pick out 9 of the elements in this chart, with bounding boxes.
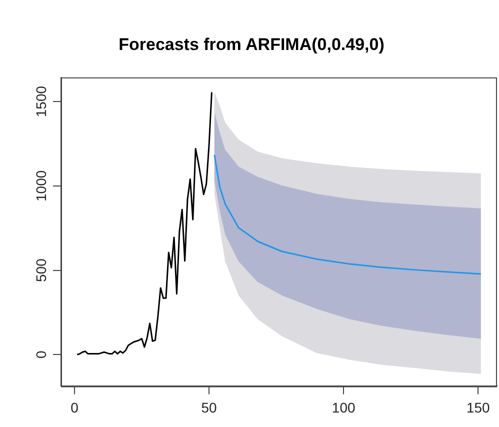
y-tick-label: 1000	[32, 170, 49, 202]
y-tick-label: 0	[32, 350, 49, 359]
x-tick-label: 50	[201, 399, 218, 416]
chart-title: Forecasts from ARFIMA(0,0.49,0)	[118, 34, 384, 54]
x-tick-label: 100	[332, 399, 356, 416]
y-tick-label: 500	[32, 258, 49, 282]
x-tick-label: 150	[466, 399, 490, 416]
y-tick-label: 1500	[32, 86, 49, 118]
x-tick-label: 0	[70, 399, 79, 416]
